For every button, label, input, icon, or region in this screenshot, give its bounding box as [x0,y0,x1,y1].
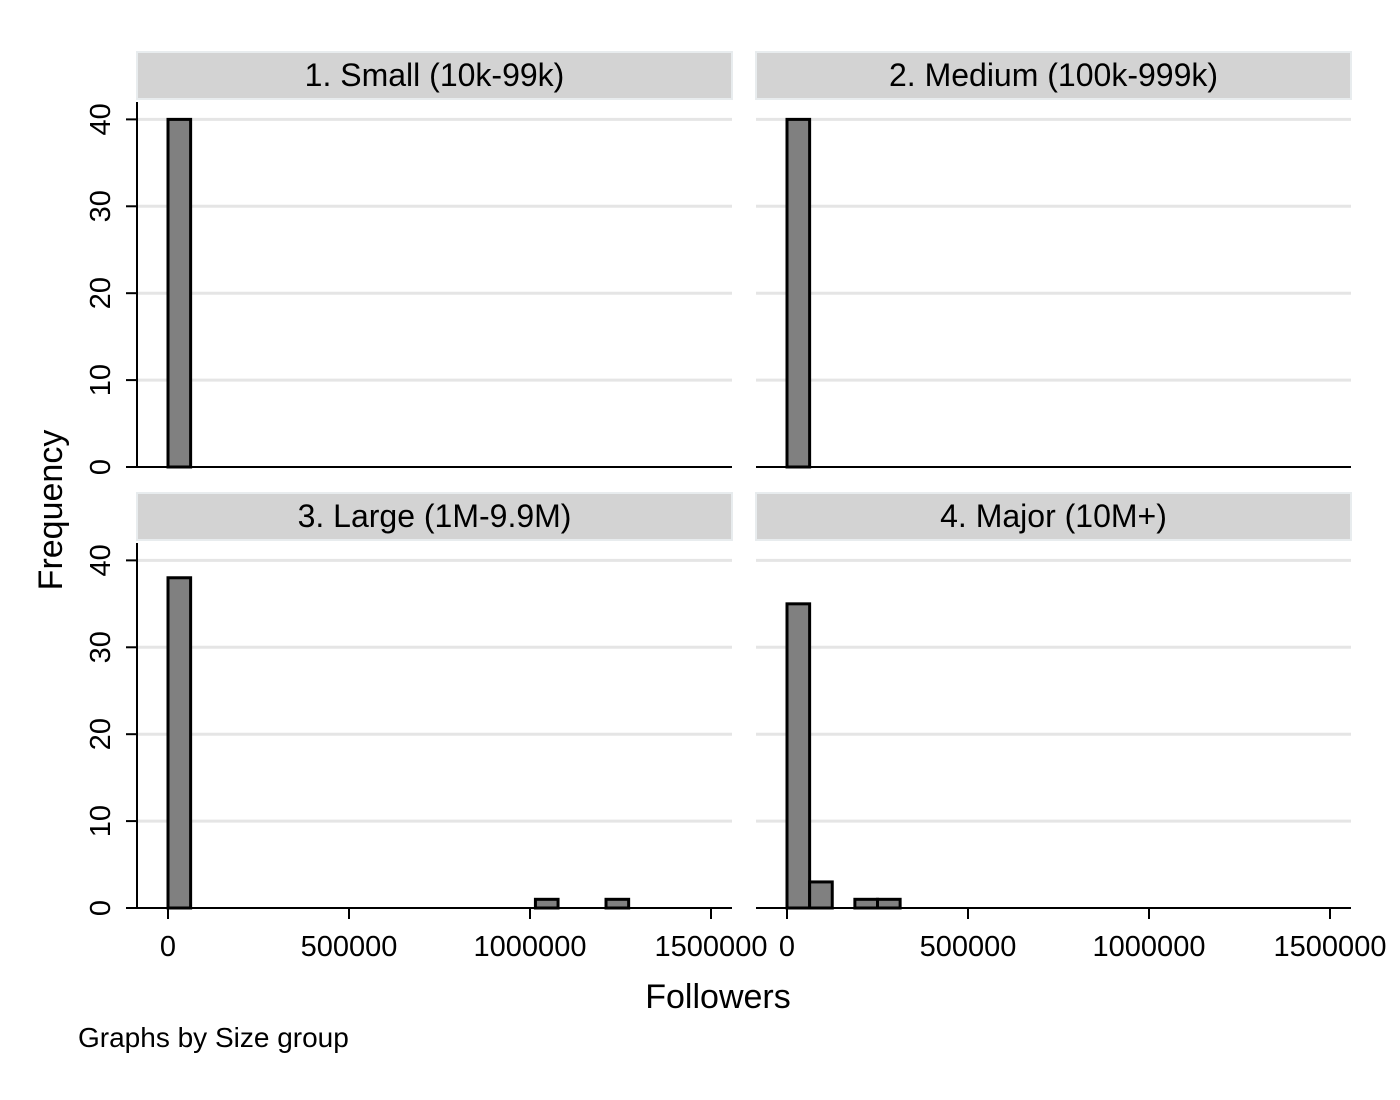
panel-strip [755,492,1352,541]
panel-1: 1. Small (10k-99k) 0 10 20 30 40 [85,51,733,475]
y-tick-label: 10 [85,805,117,837]
histogram-bar [166,576,193,910]
panel-4: 4. Major (10M+) 0 500000 1000000 1500000 [755,492,1387,963]
panel-strip [755,51,1352,100]
histogram-bar [785,117,812,469]
histogram-bar [533,897,560,910]
x-tick-label: 0 [160,931,176,963]
x-tick-label: 1500000 [1274,931,1387,963]
panel-strip [136,51,733,100]
histogram-bar [808,880,834,910]
panel-title: 2. Medium (100k-999k) [889,57,1218,93]
panel-2: 2. Medium (100k-999k) [755,51,1352,469]
panel-title: 4. Major (10M+) [940,498,1167,534]
x-tick-label: 0 [779,931,795,963]
y-tick-label: 0 [85,900,117,916]
y-tick-label: 0 [85,459,117,475]
y-tick-label: 30 [85,190,117,222]
x-tick-label: 500000 [920,931,1017,963]
histogram-bar [166,117,193,469]
x-tick-label: 1000000 [1093,931,1206,963]
panel-3: 3. Large (1M-9.9M) 0 10 20 30 40 0 500000 100000… [85,492,768,963]
panel-title: 3. Large (1M-9.9M) [298,498,572,534]
histogram-bar [876,897,902,910]
histogram-bar [604,897,631,910]
y-tick-label: 10 [85,364,117,396]
y-tick-label: 20 [85,277,117,309]
y-tick-label: 40 [85,103,117,135]
panels: 1. Small (10k-99k) 0 10 20 30 40 2. Medium (10… [85,51,1387,963]
y-tick-label: 20 [85,718,117,750]
histogram-bar [785,602,812,910]
y-tick-label: 30 [85,631,117,663]
x-tick-label: 500000 [301,931,398,963]
y-tick-label: 40 [85,544,117,576]
x-tick-label: 1500000 [655,931,768,963]
graphs-by-note: Graphs by Size group [78,1022,349,1053]
panel-strip [136,492,733,541]
histogram-bar [853,897,879,910]
x-tick-label: 1000000 [474,931,587,963]
panel-title: 1. Small (10k-99k) [305,57,565,93]
y-axis-title: Frequency [32,430,70,591]
x-axis-title: Followers [645,978,790,1016]
